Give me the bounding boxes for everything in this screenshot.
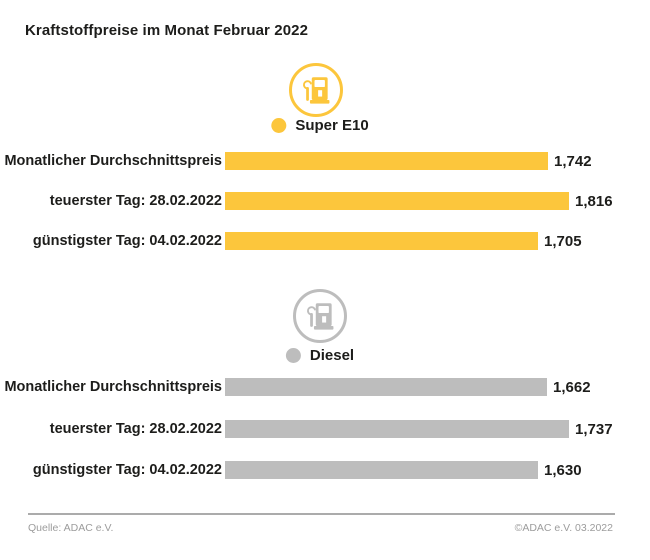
bar-row: günstigster Tag: 04.02.2022 1,705 — [0, 232, 650, 250]
bar-row-label: teuerster Tag: 28.02.2022 — [49, 193, 222, 209]
page-title: Kraftstoffpreise im Monat Februar 2022 — [25, 22, 309, 39]
bar-row-label: teuerster Tag: 28.02.2022 — [49, 421, 222, 437]
bar-value: 1,662 — [553, 378, 591, 396]
footer-divider — [28, 513, 615, 515]
bar — [225, 152, 548, 170]
dot-icon — [271, 117, 287, 133]
bar-value: 1,630 — [544, 461, 582, 479]
legend-label: Super E10 — [295, 116, 369, 134]
bar-row: günstigster Tag: 04.02.2022 1,630 — [0, 461, 650, 479]
bar-row-label: günstigster Tag: 04.02.2022 — [32, 462, 222, 478]
fuel-pump-icon — [289, 63, 343, 117]
fuel-pump-glyph — [307, 303, 334, 330]
bar-row-label: günstigster Tag: 04.02.2022 — [32, 233, 222, 249]
bar — [225, 420, 569, 438]
bar — [225, 192, 569, 210]
bar — [225, 461, 538, 479]
fuel-pump-icon — [293, 289, 347, 343]
legend-super-e10: Super E10 — [271, 116, 369, 134]
footer-copyright: ©ADAC e.V. 03.2022 — [514, 522, 613, 534]
bar-value: 1,737 — [575, 420, 613, 438]
bar — [225, 378, 547, 396]
bar-row-label: Monatlicher Durchschnittspreis — [4, 153, 222, 169]
fuel-pump-glyph — [303, 77, 330, 104]
bar-value: 1,705 — [544, 232, 582, 250]
bar — [225, 232, 538, 250]
bar-row: Monatlicher Durchschnittspreis 1,662 — [0, 378, 650, 396]
bar-row: teuerster Tag: 28.02.2022 1,737 — [0, 420, 650, 438]
legend-label: Diesel — [309, 346, 355, 364]
bar-row: Monatlicher Durchschnittspreis 1,742 — [0, 152, 650, 170]
bar-row-label: Monatlicher Durchschnittspreis — [4, 379, 222, 395]
bar-row: teuerster Tag: 28.02.2022 1,816 — [0, 192, 650, 210]
bar-value: 1,816 — [575, 192, 613, 210]
legend-diesel: Diesel — [285, 346, 355, 364]
bar-value: 1,742 — [554, 152, 592, 170]
dot-icon — [285, 347, 301, 363]
footer-source: Quelle: ADAC e.V. — [28, 522, 114, 534]
